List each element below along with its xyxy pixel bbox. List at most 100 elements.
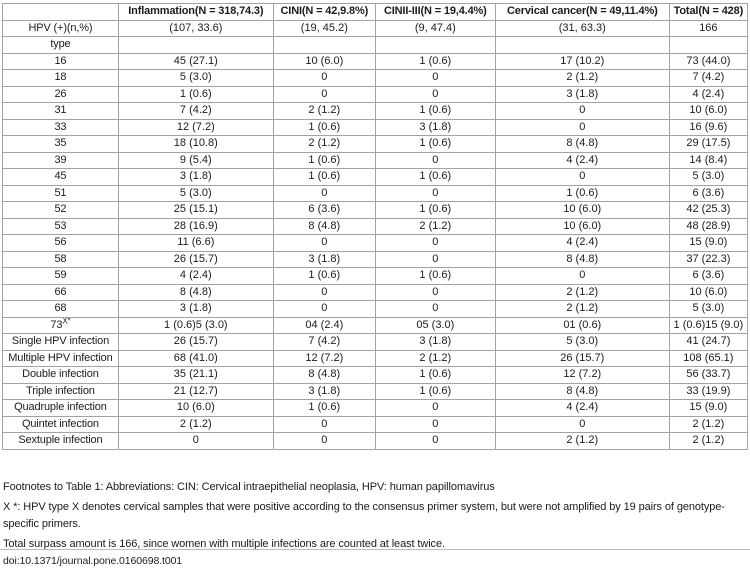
table-cell: 37 (22.3) <box>668 250 749 268</box>
table-cell: 14 (8.4) <box>668 151 749 169</box>
table-cell: 1 (0.6) <box>494 184 670 202</box>
row-label: 66 <box>2 283 119 301</box>
table-cell: 1 (0.6) <box>374 168 496 186</box>
doi-reference: doi:10.1371/journal.pone.0160698.t001 <box>3 555 183 567</box>
table-cell: 0 <box>272 234 376 252</box>
row-label: type <box>2 36 119 54</box>
table-cell: (31, 63.3) <box>494 19 670 37</box>
table-row: 51 5 (3.0) 0 0 1 (0.6) 6 (3.6) <box>2 184 749 202</box>
table-cell: 4 (2.4) <box>668 85 749 103</box>
row-label: 33 <box>2 118 119 136</box>
table-cell: 41 (24.7) <box>668 333 749 351</box>
table-cell: 0 <box>374 300 496 318</box>
table-row: 35 18 (10.8) 2 (1.2) 1 (0.6) 8 (4.8) 29 (17.5… <box>2 135 749 153</box>
table-cell: 28 (16.9) <box>117 217 274 235</box>
table-row: Double infection 35 (21.1) 8 (4.8) 1 (0.6) 1… <box>2 366 749 384</box>
row-label: Single HPV infection <box>2 333 119 351</box>
table-cell: 0 <box>374 234 496 252</box>
table-row: 26 1 (0.6) 0 0 3 (1.8) 4 (2.4) <box>2 85 749 103</box>
table-row: 16 45 (27.1) 10 (6.0) 1 (0.6) 17 (10.2) 73 (4… <box>2 52 749 70</box>
table-cell: 0 <box>272 415 376 433</box>
table-cell: 1 (0.6) <box>272 151 376 169</box>
table-row: 33 12 (7.2) 1 (0.6) 3 (1.8) 0 16 (9.6) <box>2 118 749 136</box>
table-cell: 2 (1.2) <box>494 432 670 450</box>
table-cell: 15 (9.0) <box>668 234 749 252</box>
table-row: Sextuple infection 0 0 0 2 (1.2) 2 (1.2) <box>2 432 749 450</box>
table-cell: 2 (1.2) <box>117 415 274 433</box>
table-cell: 2 (1.2) <box>272 102 376 120</box>
table-cell: 5 (3.0) <box>668 168 749 186</box>
row-label: Quintet infection <box>2 415 119 433</box>
table-row: HPV (+)(n,%) (107, 33.6) (19, 45.2) (9, 47.… <box>2 19 749 37</box>
table-cell: 9 (5.4) <box>117 151 274 169</box>
table-cell: 1 (0.6) <box>374 102 496 120</box>
column-header-inflammation: Inflammation(N = 318,74.3) <box>117 3 274 21</box>
table-cell: 2 (1.2) <box>494 300 670 318</box>
table-cell: 1 (0.6) <box>117 85 274 103</box>
table-cell: 01 (0.6) <box>494 316 670 334</box>
row-label: 53 <box>2 217 119 235</box>
table-cell: 05 (3.0) <box>374 316 496 334</box>
table-cell: 1 (0.6) <box>272 267 376 285</box>
table-cell: 04 (2.4) <box>272 316 376 334</box>
table-cell: 4 (2.4) <box>494 234 670 252</box>
table-cell: 5 (3.0) <box>668 300 749 318</box>
row-label: 18 <box>2 69 119 87</box>
table-cell: 12 (7.2) <box>117 118 274 136</box>
row-label: 73X* <box>2 316 119 334</box>
table-cell: 21 (12.7) <box>117 382 274 400</box>
table-cell: 166 <box>668 19 749 37</box>
table-cell: 11 (6.6) <box>117 234 274 252</box>
table-header-row: Inflammation(N = 318,74.3) CINI(N = 42,9… <box>2 3 749 21</box>
table-cell: 0 <box>374 432 496 450</box>
row-label: Sextuple infection <box>2 432 119 450</box>
table-cell: 0 <box>494 415 670 433</box>
table-cell: 4 (2.4) <box>494 151 670 169</box>
table-cell: 2 (1.2) <box>668 432 749 450</box>
table-footnotes: Footnotes to Table 1: Abbreviations: CIN… <box>3 479 748 556</box>
column-header-cervical-cancer: Cervical cancer(N = 49,11.4%) <box>494 3 670 21</box>
table-cell: 56 (33.7) <box>668 366 749 384</box>
table-cell: 2 (1.2) <box>494 69 670 87</box>
table-cell: 0 <box>272 85 376 103</box>
table-cell: 4 (2.4) <box>117 267 274 285</box>
table-cell: 0 <box>374 250 496 268</box>
row-label: 58 <box>2 250 119 268</box>
row-label: 45 <box>2 168 119 186</box>
row-label-superscript: X* <box>62 317 71 326</box>
footnote-hpv-type-x: X *: HPV type X denotes cervical samples… <box>3 501 725 530</box>
table-cell: 2 (1.2) <box>374 349 496 367</box>
table-row: 45 3 (1.8) 1 (0.6) 1 (0.6) 0 5 (3.0) <box>2 168 749 186</box>
table-cell: 1 (0.6) <box>374 52 496 70</box>
table-cell: 12 (7.2) <box>494 366 670 384</box>
table-cell: 1 (0.6)5 (3.0) <box>117 316 274 334</box>
table-cell: 1 (0.6) <box>272 118 376 136</box>
table-cell: 1 (0.6) <box>272 399 376 417</box>
table-cell: 1 (0.6) <box>374 201 496 219</box>
table-cell: 8 (4.8) <box>272 366 376 384</box>
table-cell <box>272 36 376 54</box>
table-cell: 1 (0.6)15 (9.0) <box>668 316 749 334</box>
table-cell: 10 (6.0) <box>668 102 749 120</box>
table-cell <box>494 36 670 54</box>
table-row: 39 9 (5.4) 1 (0.6) 0 4 (2.4) 14 (8.4) <box>2 151 749 169</box>
table-cell: 7 (4.2) <box>117 102 274 120</box>
table-cell <box>117 36 274 54</box>
row-label: 56 <box>2 234 119 252</box>
row-label: 16 <box>2 52 119 70</box>
table-cell: 26 (15.7) <box>117 250 274 268</box>
table-cell: 0 <box>494 267 670 285</box>
table-cell: 8 (4.8) <box>494 250 670 268</box>
footnote-total-surpass: Total surpass amount is 166, since women… <box>3 537 445 550</box>
table-row: Quintet infection 2 (1.2) 0 0 0 2 (1.2) <box>2 415 749 433</box>
doi-divider <box>0 549 750 550</box>
row-label: Triple infection <box>2 382 119 400</box>
table-cell: 3 (1.8) <box>374 118 496 136</box>
table-cell <box>374 36 496 54</box>
table-cell: 5 (3.0) <box>117 184 274 202</box>
table-row: type <box>2 36 749 54</box>
table-cell: 8 (4.8) <box>117 283 274 301</box>
table-cell: 7 (4.2) <box>272 333 376 351</box>
table-cell: 2 (1.2) <box>494 283 670 301</box>
